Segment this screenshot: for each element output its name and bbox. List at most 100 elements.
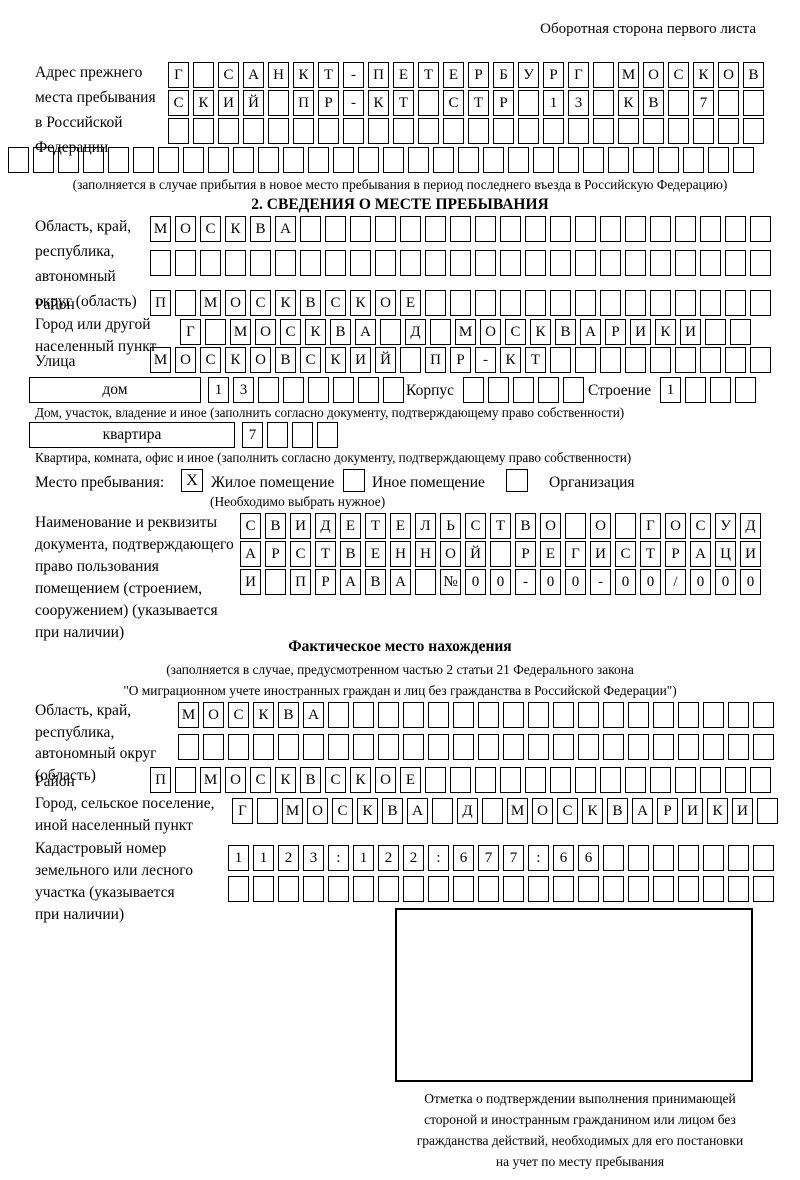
char-box[interactable] (693, 118, 714, 144)
char-box[interactable]: М (230, 319, 251, 345)
char-box[interactable]: Е (400, 767, 421, 793)
char-box[interactable] (317, 422, 338, 448)
char-box[interactable] (625, 347, 646, 373)
char-box[interactable]: М (200, 767, 221, 793)
char-box[interactable]: О (440, 541, 461, 567)
char-box[interactable]: К (275, 290, 296, 316)
char-box[interactable]: 0 (615, 569, 636, 595)
char-box[interactable] (292, 422, 313, 448)
char-box[interactable]: Д (740, 513, 761, 539)
char-box[interactable] (525, 767, 546, 793)
char-box[interactable] (628, 702, 649, 728)
char-box[interactable] (133, 147, 154, 173)
char-box[interactable] (700, 767, 721, 793)
char-box[interactable]: С (218, 62, 239, 88)
char-box[interactable]: М (150, 347, 171, 373)
char-box[interactable]: В (607, 798, 628, 824)
char-box[interactable]: И (350, 347, 371, 373)
char-box[interactable]: X (181, 469, 203, 492)
char-box[interactable] (553, 702, 574, 728)
char-box[interactable]: М (200, 290, 221, 316)
char-box[interactable]: Е (365, 541, 386, 567)
char-box[interactable] (233, 147, 254, 173)
char-box[interactable]: Й (243, 90, 264, 116)
char-box[interactable] (725, 347, 746, 373)
char-box[interactable]: В (743, 62, 764, 88)
char-box[interactable]: В (278, 702, 299, 728)
char-box[interactable] (428, 876, 449, 902)
char-box[interactable] (308, 377, 329, 403)
char-box[interactable] (708, 147, 729, 173)
char-box[interactable] (433, 147, 454, 173)
char-box[interactable] (375, 216, 396, 242)
char-box[interactable] (265, 569, 286, 595)
char-box[interactable]: У (518, 62, 539, 88)
char-box[interactable] (368, 118, 389, 144)
char-box[interactable] (108, 147, 129, 173)
char-box[interactable] (275, 250, 296, 276)
char-box[interactable]: Т (318, 62, 339, 88)
char-box[interactable] (678, 702, 699, 728)
char-box[interactable]: Д (457, 798, 478, 824)
char-box[interactable]: И (290, 513, 311, 539)
char-box[interactable] (475, 250, 496, 276)
char-box[interactable] (500, 216, 521, 242)
char-box[interactable] (303, 876, 324, 902)
char-box[interactable]: О (175, 216, 196, 242)
char-box[interactable]: К (293, 62, 314, 88)
char-box[interactable]: К (193, 90, 214, 116)
char-box[interactable] (675, 767, 696, 793)
char-box[interactable] (33, 147, 54, 173)
char-box[interactable]: П (150, 767, 171, 793)
char-box[interactable] (58, 147, 79, 173)
char-box[interactable]: 1 (208, 377, 229, 403)
char-box[interactable]: О (375, 767, 396, 793)
char-box[interactable] (628, 845, 649, 871)
char-box[interactable]: А (407, 798, 428, 824)
char-box[interactable] (533, 147, 554, 173)
char-box[interactable]: М (150, 216, 171, 242)
char-box[interactable]: Л (415, 513, 436, 539)
char-box[interactable] (425, 216, 446, 242)
char-box[interactable] (318, 118, 339, 144)
char-box[interactable]: М (507, 798, 528, 824)
char-box[interactable] (175, 290, 196, 316)
char-box[interactable] (543, 118, 564, 144)
char-box[interactable]: С (228, 702, 249, 728)
char-box[interactable] (618, 118, 639, 144)
char-box[interactable]: И (680, 319, 701, 345)
char-box[interactable] (450, 250, 471, 276)
char-box[interactable] (400, 347, 421, 373)
char-box[interactable] (625, 216, 646, 242)
char-box[interactable] (503, 734, 524, 760)
char-box[interactable] (203, 734, 224, 760)
char-box[interactable] (250, 250, 271, 276)
char-box[interactable]: К (325, 347, 346, 373)
char-box[interactable] (593, 118, 614, 144)
char-box[interactable] (506, 469, 528, 492)
char-box[interactable] (408, 147, 429, 173)
char-box[interactable]: В (330, 319, 351, 345)
char-box[interactable]: 0 (690, 569, 711, 595)
char-box[interactable] (500, 250, 521, 276)
char-box[interactable]: О (375, 290, 396, 316)
char-box[interactable] (750, 216, 771, 242)
char-box[interactable] (600, 347, 621, 373)
char-box[interactable] (615, 513, 636, 539)
char-box[interactable] (463, 377, 484, 403)
char-box[interactable] (418, 90, 439, 116)
char-box[interactable]: С (325, 767, 346, 793)
char-box[interactable] (478, 702, 499, 728)
char-box[interactable]: М (282, 798, 303, 824)
char-box[interactable] (503, 702, 524, 728)
char-box[interactable] (608, 147, 629, 173)
char-box[interactable] (168, 118, 189, 144)
char-box[interactable]: № (440, 569, 461, 595)
char-box[interactable] (575, 767, 596, 793)
char-box[interactable] (278, 876, 299, 902)
char-box[interactable] (83, 147, 104, 173)
char-box[interactable] (428, 702, 449, 728)
char-box[interactable] (193, 118, 214, 144)
char-box[interactable] (678, 734, 699, 760)
char-box[interactable]: О (665, 513, 686, 539)
